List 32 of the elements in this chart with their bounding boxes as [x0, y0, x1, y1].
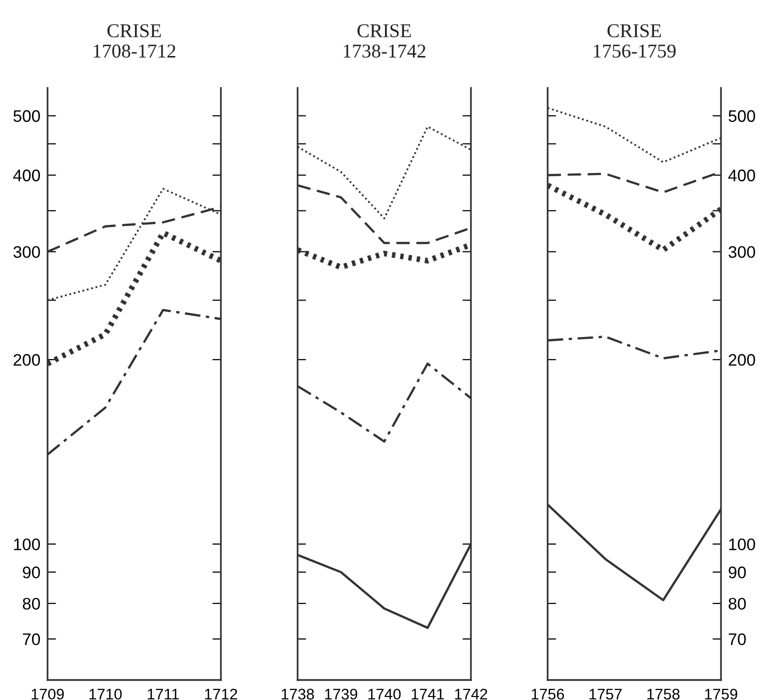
x-tick-label: 1738: [282, 688, 314, 700]
x-tick-label: 1710: [90, 688, 122, 700]
y-tick-label: 70: [22, 633, 40, 646]
y2-tick-label: 70: [728, 633, 746, 646]
x-tick-label: 1759: [705, 688, 738, 700]
y2-tick-label: 300: [728, 246, 756, 258]
y2-tick-label: 200: [728, 354, 756, 366]
chart-title: CRISE 1738-1742: [344, 24, 426, 58]
x-tick-label: 1758: [647, 688, 680, 700]
x-tick-label: 1709: [32, 688, 64, 700]
y2-tick-label: 80: [728, 598, 746, 610]
y2-tick-label: 100: [729, 538, 756, 550]
chart-title: CRISE 1708-1712: [94, 24, 176, 58]
y-tick-label: 90: [22, 566, 40, 578]
y-tick-label: 80: [22, 598, 40, 610]
x-tick-label: 1741: [412, 688, 444, 700]
x-tick-label: 1740: [368, 688, 401, 700]
x-tick-label: 1742: [455, 688, 488, 700]
y-tick-label: 300: [13, 246, 40, 258]
y-tick-label: 400: [13, 170, 40, 182]
y2-tick-label: 90: [728, 566, 746, 578]
x-tick-label: 1712: [205, 688, 238, 700]
x-tick-label: 1739: [325, 688, 358, 700]
x-tick-label: 1711: [148, 688, 179, 700]
x-tick-label: 1756: [532, 688, 564, 700]
y2-tick-label: 400: [728, 170, 756, 182]
y-tick-label: 500: [13, 110, 40, 122]
chart-title: CRISE 1756-1759: [594, 24, 676, 58]
y2-tick-label: 500: [728, 110, 756, 122]
x-tick-label: 1757: [590, 688, 622, 700]
y-tick-label: 100: [14, 538, 40, 550]
y-tick-label: 200: [14, 354, 40, 366]
